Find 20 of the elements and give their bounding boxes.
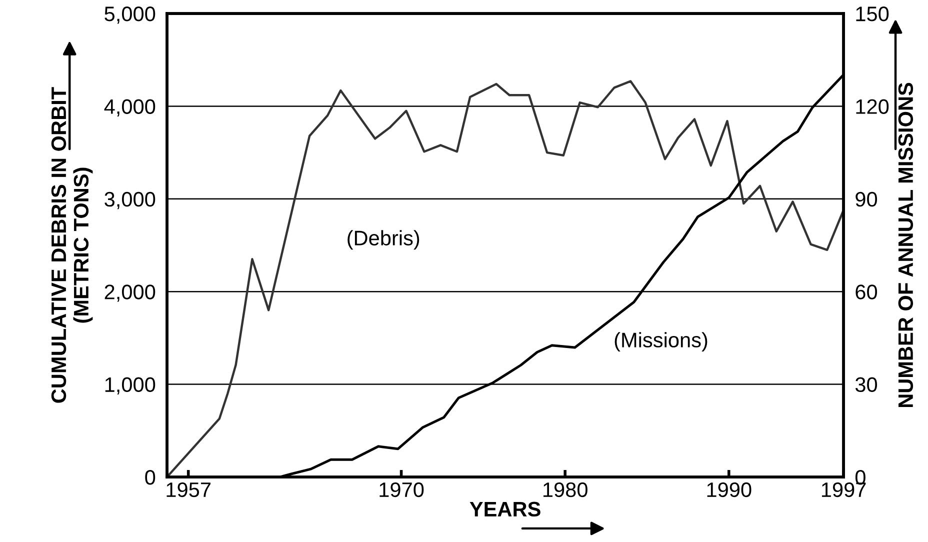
series-label: (Missions) bbox=[614, 332, 708, 352]
y2-tick-label: 90 bbox=[856, 192, 878, 207]
text: (Debris) bbox=[348, 230, 420, 250]
y-tick-label: 4,000 bbox=[104, 99, 156, 116]
x-tick-label: 1957 bbox=[166, 482, 210, 498]
x-tick-label: 1970 bbox=[380, 482, 424, 498]
x-axis-title: YEARS bbox=[470, 502, 540, 517]
y2-axis-title: NUMBER OF ANNUAL MISSIONS bbox=[898, 82, 914, 408]
y-axis-title: CUMULATIVE DEBRIS IN ORBIT (METRIC TONS) bbox=[51, 87, 93, 403]
y-tick-label: 1,000 bbox=[105, 377, 156, 394]
y2-tick-label: 120 bbox=[856, 99, 889, 114]
y-tick-label: 0 bbox=[145, 470, 156, 485]
y-tick-label: 2,000 bbox=[104, 284, 156, 302]
y2-tick-label: 30 bbox=[855, 377, 878, 392]
y2-tick-label: 60 bbox=[856, 284, 878, 300]
x-tick-label: 1980 bbox=[544, 482, 588, 498]
x-tick-label: 1990 bbox=[707, 482, 752, 498]
y-tick-label: 5,000 bbox=[104, 6, 156, 24]
y-tick-label: 3,000 bbox=[104, 192, 156, 210]
y2-tick-label: 150 bbox=[856, 6, 889, 22]
